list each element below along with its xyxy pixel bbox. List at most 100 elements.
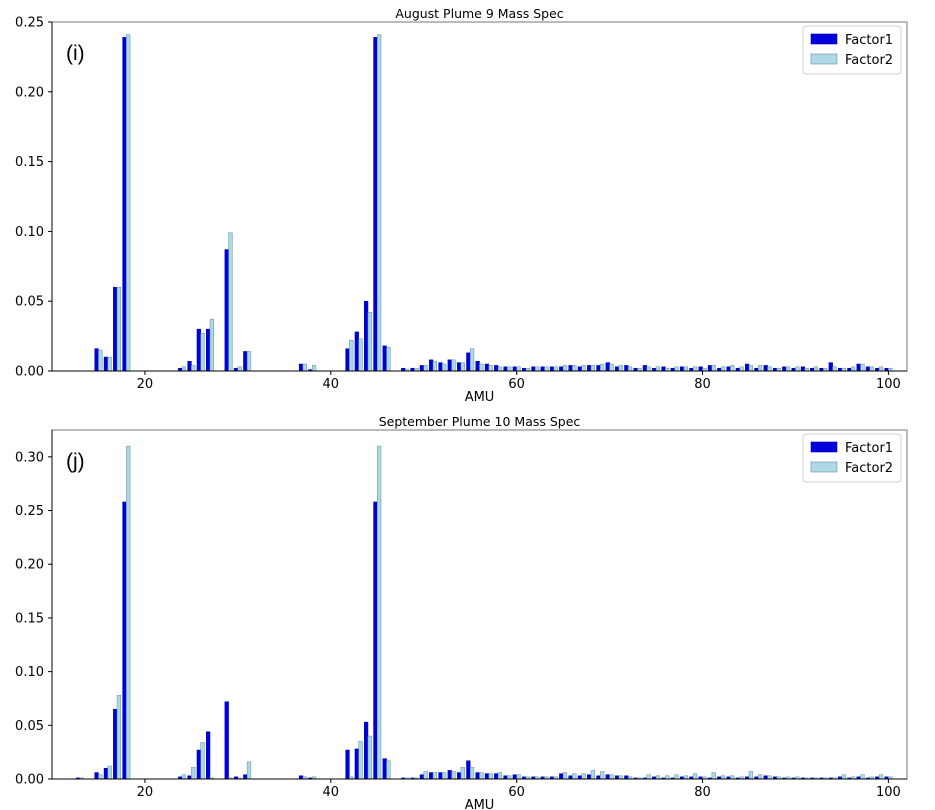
legend-label-factor1: Factor1 — [845, 441, 893, 456]
bar-factor2-amu-15 — [98, 774, 103, 780]
bar-factor2-amu-56 — [479, 363, 484, 372]
bar-factor2-amu-18 — [126, 34, 131, 372]
bar-factor1-amu-66 — [568, 365, 573, 372]
bar-factor2-amu-64 — [553, 366, 558, 372]
bar-factor2-amu-58 — [497, 772, 503, 780]
y-tick-label: 0.15 — [15, 611, 44, 626]
bar-factor2-amu-67 — [581, 773, 586, 780]
bar-factor2-amu-18 — [126, 445, 131, 780]
bar-factor2-amu-56 — [479, 772, 484, 780]
bar-factor2-amu-77 — [674, 366, 679, 372]
bar-factor2-amu-81 — [711, 365, 716, 372]
bar-factor2-amu-83 — [730, 365, 735, 372]
bar-factor2-amu-57 — [488, 773, 493, 780]
bar-factor2-amu-29 — [228, 232, 233, 372]
bar-factor2-amu-45 — [377, 34, 382, 372]
x-tick-label: 100 — [876, 785, 901, 800]
bar-factor1-amu-98 — [865, 366, 871, 372]
bar-factor2-amu-17 — [116, 286, 122, 372]
bar-factor1-amu-45 — [373, 37, 378, 372]
bar-factor2-amu-74 — [646, 366, 651, 372]
bar-factor2-amu-89 — [785, 366, 791, 372]
bar-factor2-amu-85 — [748, 771, 753, 780]
bar-factor1-amu-27 — [206, 731, 211, 780]
bar-factor2-amu-99 — [878, 774, 884, 780]
bar-factor2-amu-69 — [600, 363, 605, 372]
bar-factor1-amu-51 — [429, 359, 434, 372]
bar-factor2-amu-24 — [181, 366, 187, 372]
legend-swatch-factor2 — [810, 53, 838, 65]
x-tick-label: 100 — [876, 377, 901, 392]
bar-factor2-amu-99 — [878, 366, 884, 372]
bar-factor1-amu-18 — [122, 501, 127, 780]
y-tick-label: 0.20 — [15, 558, 44, 573]
bar-factor2-amu-51 — [432, 772, 437, 780]
bar-factor2-amu-15 — [98, 349, 103, 372]
x-axis-label: AMU — [465, 798, 495, 810]
bar-factor2-amu-31 — [246, 761, 252, 780]
bar-factor2-amu-46 — [386, 760, 391, 780]
bar-factor2-amu-98 — [869, 366, 874, 372]
chart-panel-2: 0.00 0.05 0.10 0.15 0.20 0.25 0.30 20 40 60 80 100 S… — [15, 414, 908, 810]
bar-factor1-amu-50 — [419, 774, 424, 780]
bar-factor1-amu-17 — [113, 708, 118, 780]
bar-factor2-amu-87 — [767, 366, 772, 372]
bar-factor1-amu-70 — [605, 362, 610, 372]
x-tick-label: 40 — [323, 377, 340, 392]
y-tick-label: 0.30 — [15, 450, 44, 465]
panel-label: (j) — [66, 450, 85, 473]
x-tick-label: 60 — [508, 377, 525, 392]
bar-factor2-amu-59 — [507, 366, 512, 372]
y-tick-label: 0.00 — [15, 773, 44, 788]
bar-factor2-amu-94 — [832, 366, 837, 372]
bar-factor1-amu-53 — [447, 770, 452, 780]
bar-factor1-amu-72 — [624, 365, 629, 372]
bar-factor1-amu-27 — [206, 328, 211, 372]
bar-factor2-amu-42 — [349, 340, 354, 372]
bar-factor2-amu-16 — [107, 765, 112, 780]
y-tick-label: 0.20 — [15, 85, 44, 100]
bar-factor2-amu-82 — [720, 366, 726, 372]
plot-frame — [51, 429, 908, 780]
bar-factor1-amu-42 — [345, 348, 350, 372]
bar-factor2-amu-44 — [367, 312, 372, 372]
bar-factor2-amu-65 — [562, 772, 568, 780]
bar-factor2-amu-57 — [488, 365, 493, 372]
bar-factor2-amu-17 — [116, 694, 122, 780]
bar-factor1-amu-16 — [103, 768, 109, 780]
bar-factor2-amu-25 — [191, 766, 196, 780]
bar-factor1-amu-65 — [559, 773, 564, 780]
bar-factor2-amu-63 — [544, 366, 549, 372]
bar-factor2-amu-54 — [460, 362, 465, 372]
bar-factor2-amu-77 — [674, 774, 679, 780]
panel-label: (i) — [66, 42, 85, 65]
bar-factor1-amu-81 — [707, 365, 713, 372]
bar-factor2-amu-26 — [200, 333, 205, 372]
legend: Factor1 Factor2 — [802, 433, 902, 483]
bar-factor2-amu-86 — [758, 365, 763, 372]
bar-factor1-amu-91 — [800, 366, 806, 372]
y-tick-label: 0.05 — [15, 719, 44, 734]
bar-factor2-amu-96 — [850, 366, 856, 372]
bar-factor1-amu-70 — [605, 774, 610, 780]
bar-factor1-amu-58 — [494, 365, 499, 372]
chart-title: September Plume 10 Mass Spec — [379, 414, 581, 429]
bar-factor2-amu-62 — [535, 366, 540, 372]
bar-factor2-amu-43 — [358, 741, 363, 780]
x-tick-label: 40 — [323, 785, 340, 800]
bar-factor1-amu-31 — [243, 774, 248, 780]
bar-factor2-amu-86 — [758, 774, 763, 780]
bar-factor2-amu-52 — [442, 363, 447, 372]
bar-factor2-amu-43 — [358, 338, 363, 372]
bar-factor2-amu-74 — [646, 774, 651, 780]
bar-factor2-amu-55 — [469, 348, 475, 372]
bar-factor2-amu-65 — [562, 365, 568, 372]
bar-factor2-amu-37 — [302, 363, 307, 372]
bar-factor2-amu-51 — [432, 360, 437, 372]
y-tick-label: 0.10 — [15, 665, 44, 680]
bar-factor1-amu-60 — [512, 774, 517, 780]
bar-factor2-amu-70 — [609, 774, 614, 780]
bar-factor1-amu-71 — [614, 366, 620, 372]
plot-frame — [51, 21, 908, 372]
bar-factor1-amu-59 — [503, 366, 508, 372]
